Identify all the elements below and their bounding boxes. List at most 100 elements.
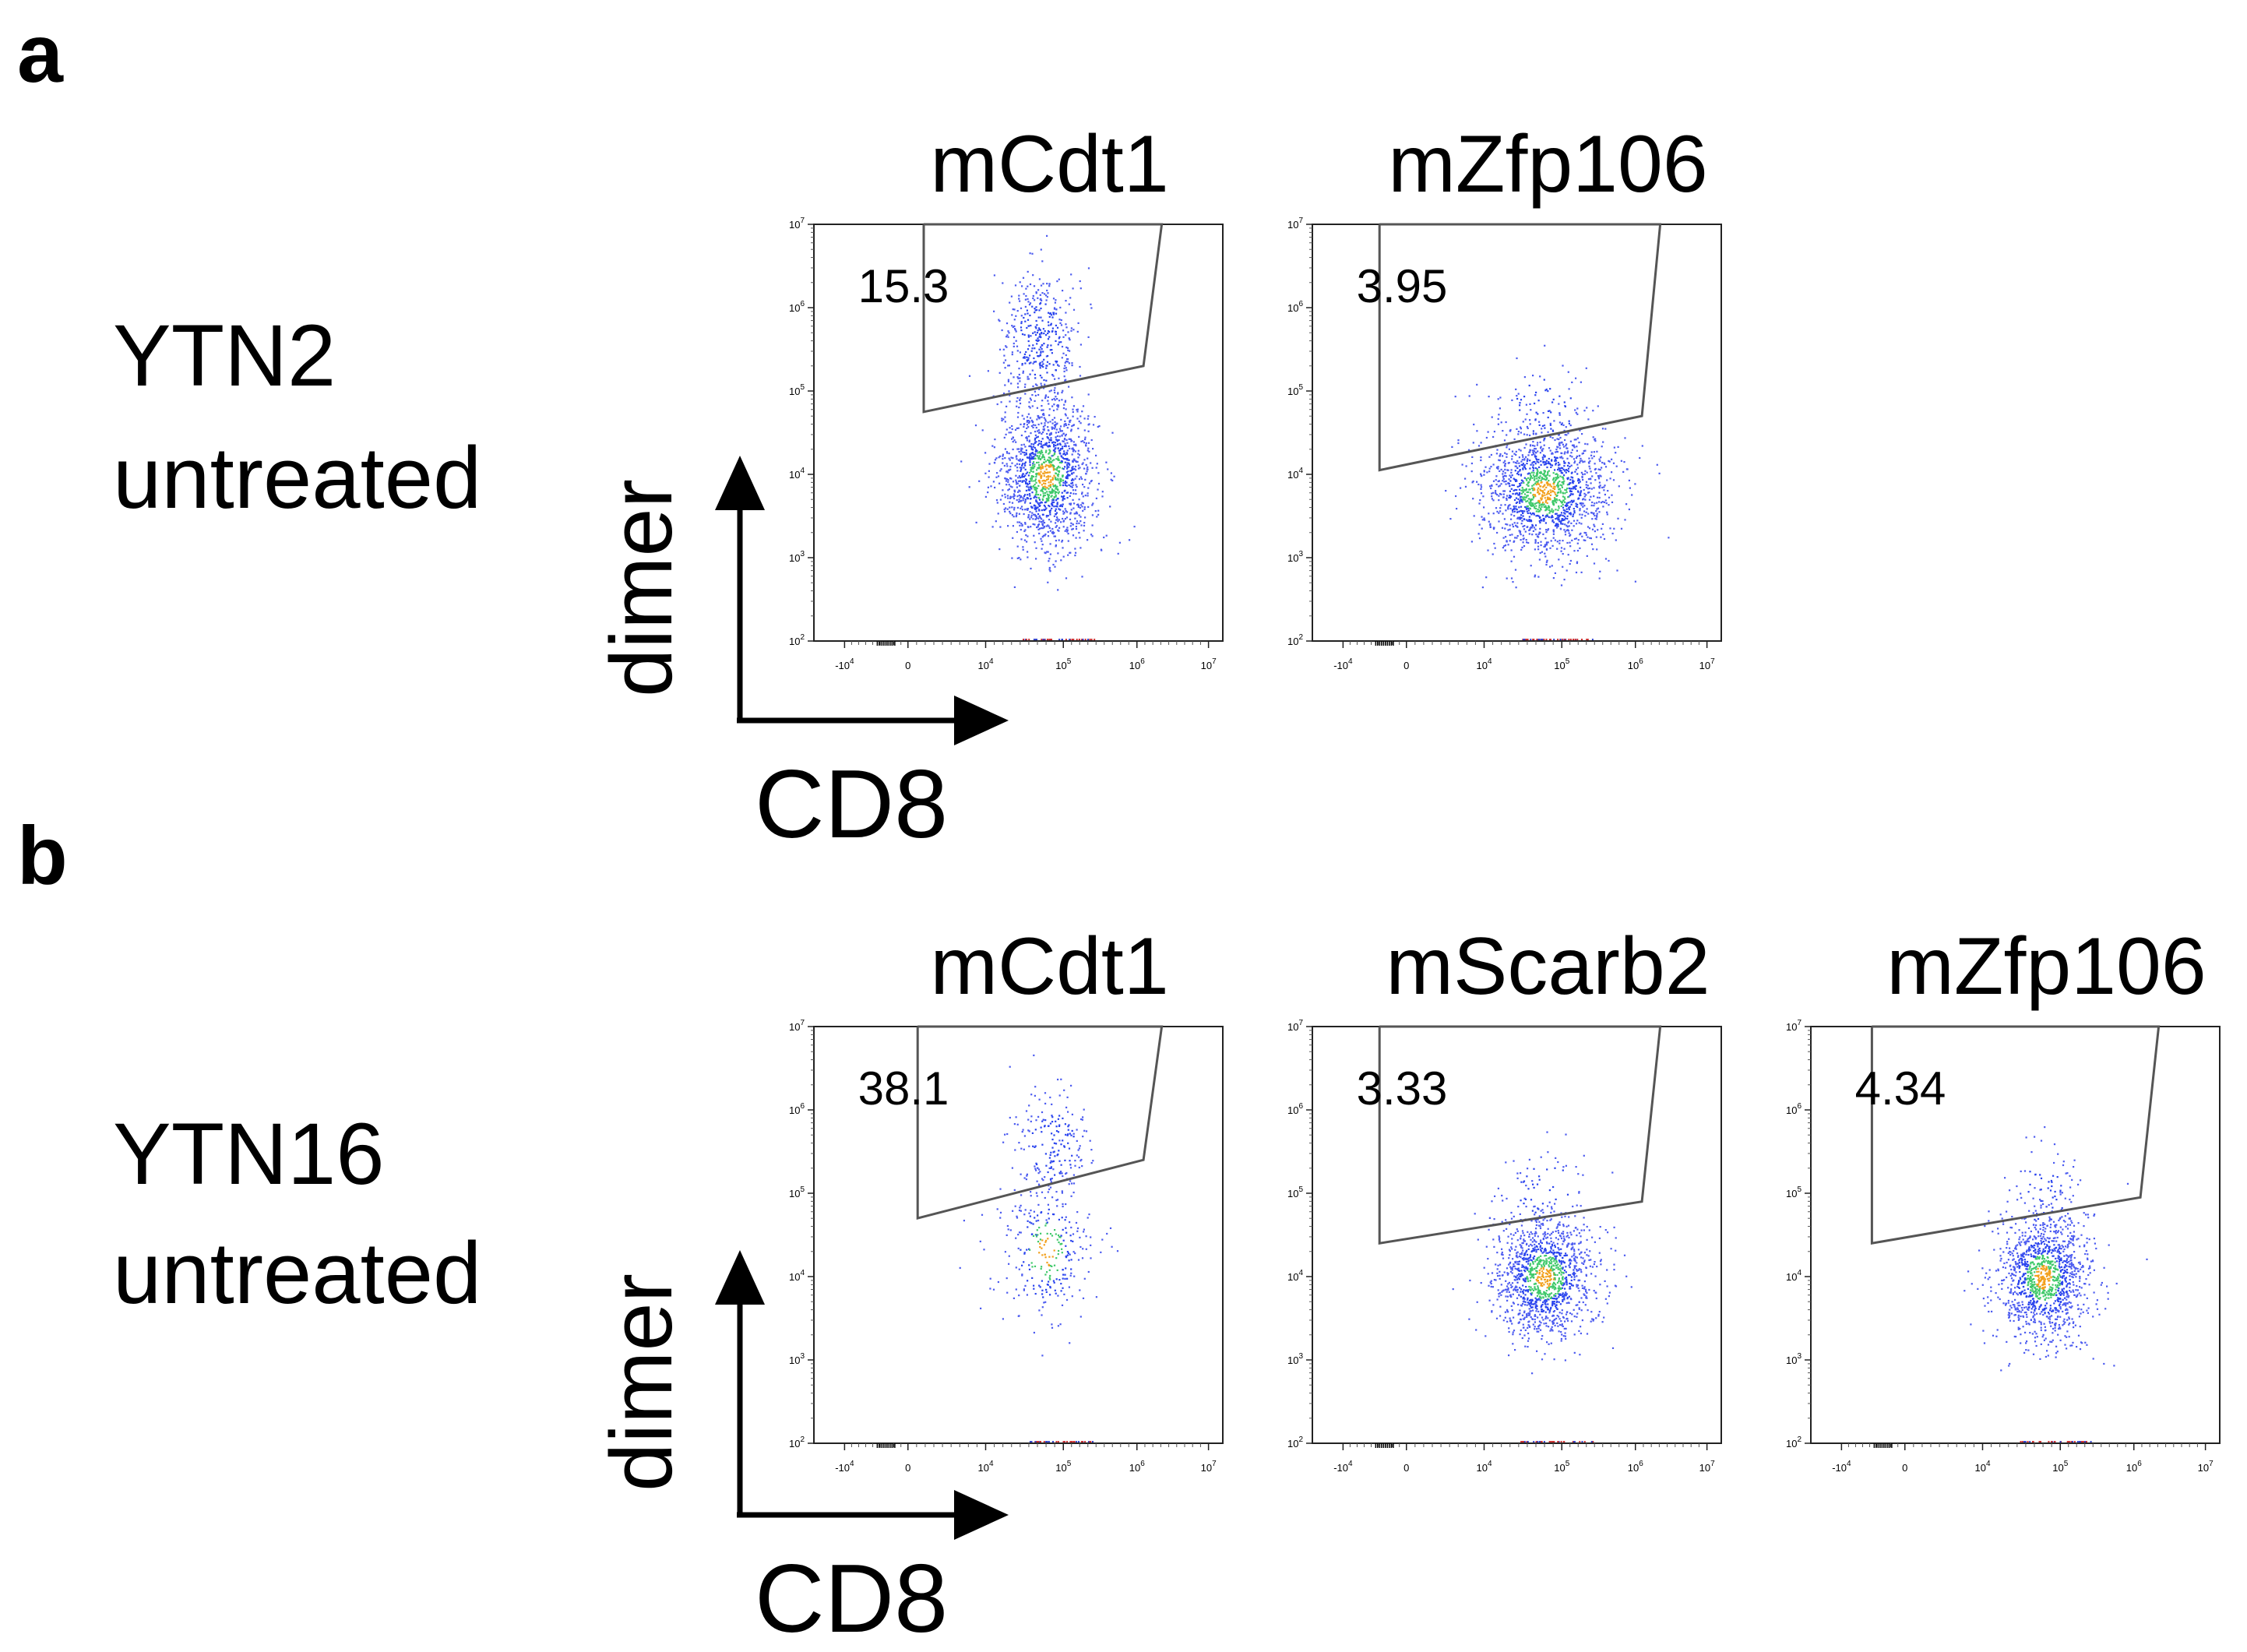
event-dot — [1538, 1269, 1541, 1272]
event-dot — [1038, 1284, 1041, 1287]
event-dot — [1083, 524, 1086, 527]
event-dot — [1513, 1215, 1515, 1217]
event-dot — [1016, 416, 1020, 418]
event-dot — [1049, 450, 1051, 453]
event-dot — [1538, 506, 1541, 509]
event-dot — [1556, 477, 1558, 480]
event-dot — [1573, 445, 1575, 447]
event-dot — [1530, 1316, 1532, 1319]
event-dot — [1009, 513, 1012, 515]
event-dot — [1048, 519, 1051, 521]
event-dot — [1034, 453, 1037, 455]
event-dot — [1019, 480, 1021, 482]
x-tick-label: 107 — [1201, 1460, 1217, 1474]
event-dot — [1540, 509, 1542, 511]
event-dot — [1045, 1219, 1048, 1221]
event-dot — [1030, 452, 1033, 454]
event-dot — [1529, 1310, 1531, 1312]
event-dot — [1658, 472, 1661, 474]
event-dot — [1065, 312, 1067, 314]
event-dot — [1046, 432, 1048, 435]
event-dot — [1527, 1259, 1530, 1262]
event-dot — [1590, 504, 1593, 507]
event-dot — [1005, 345, 1007, 347]
event-dot — [1027, 336, 1030, 338]
event-dot — [1538, 520, 1541, 522]
event-dot — [1551, 429, 1554, 431]
event-dot — [1545, 1300, 1548, 1302]
event-dot — [1537, 1285, 1539, 1287]
event-dot — [1037, 339, 1040, 342]
event-dot — [1044, 491, 1047, 494]
event-dot — [1523, 639, 1526, 640]
event-dot — [1550, 1270, 1552, 1272]
event-dot — [1538, 504, 1541, 506]
event-dot — [1044, 395, 1047, 397]
event-dot — [1060, 448, 1062, 450]
event-dot — [1511, 458, 1513, 460]
event-dot — [1562, 472, 1564, 474]
event-dot — [1072, 523, 1074, 526]
event-dot — [1559, 447, 1562, 449]
event-dot — [1062, 476, 1064, 478]
event-dot — [1053, 1249, 1055, 1252]
event-dot — [1078, 514, 1080, 516]
event-dot — [1531, 498, 1534, 501]
event-dot — [1002, 455, 1004, 457]
event-dot — [1049, 1233, 1052, 1235]
event-dot — [1061, 346, 1064, 348]
event-dot — [1041, 376, 1043, 379]
event-dot — [1586, 508, 1588, 510]
event-dot — [1069, 350, 1071, 352]
event-dot — [1587, 443, 1589, 446]
event-dot — [1557, 486, 1559, 488]
event-dot — [1541, 1283, 1543, 1285]
event-dot — [1029, 495, 1031, 497]
event-dots — [960, 234, 1136, 640]
event-dot — [1575, 377, 1577, 379]
event-dot — [1517, 393, 1520, 395]
event-dot — [1037, 503, 1040, 505]
event-dot — [1574, 470, 1576, 473]
event-dot — [1066, 527, 1069, 529]
event-dot — [1481, 527, 1483, 530]
event-dot — [1534, 1302, 1536, 1305]
event-dot — [1021, 451, 1024, 453]
event-dot — [1055, 1191, 1058, 1193]
event-dot — [1507, 1235, 1509, 1238]
event-dot — [1067, 540, 1069, 542]
event-dot — [1578, 442, 1580, 444]
event-dot — [1550, 428, 1552, 430]
event-dot — [1060, 480, 1062, 483]
event-dot — [1023, 417, 1025, 420]
event-dot — [1040, 442, 1042, 445]
event-dot — [1064, 1159, 1066, 1161]
event-dot — [1042, 534, 1044, 537]
event-dot — [1011, 514, 1013, 516]
event-dot — [1542, 461, 1544, 463]
event-dot — [1058, 1115, 1061, 1117]
event-dot — [1579, 547, 1581, 549]
event-dot — [1047, 494, 1049, 496]
event-dot — [1536, 459, 1538, 461]
event-dot — [1518, 449, 1520, 451]
event-dot — [1037, 513, 1040, 516]
event-dot — [1020, 505, 1023, 508]
event-dot — [1569, 545, 1572, 548]
event-dot — [1522, 498, 1524, 501]
event-dot — [1057, 431, 1060, 433]
event-dot — [1004, 367, 1006, 369]
event-dot — [1040, 350, 1042, 353]
event-dot — [1051, 1147, 1054, 1149]
event-dot — [1569, 541, 1571, 544]
event-dot — [1048, 494, 1051, 496]
event-dot — [1066, 466, 1069, 468]
event-dot — [1054, 378, 1056, 380]
axis-arrows-a: dimer CD8 — [593, 456, 1009, 858]
event-dot — [1526, 541, 1528, 544]
event-dot — [1513, 1265, 1516, 1267]
event-dot — [1561, 1232, 1563, 1235]
event-dot — [1081, 576, 1083, 578]
event-dot — [1545, 1272, 1548, 1275]
